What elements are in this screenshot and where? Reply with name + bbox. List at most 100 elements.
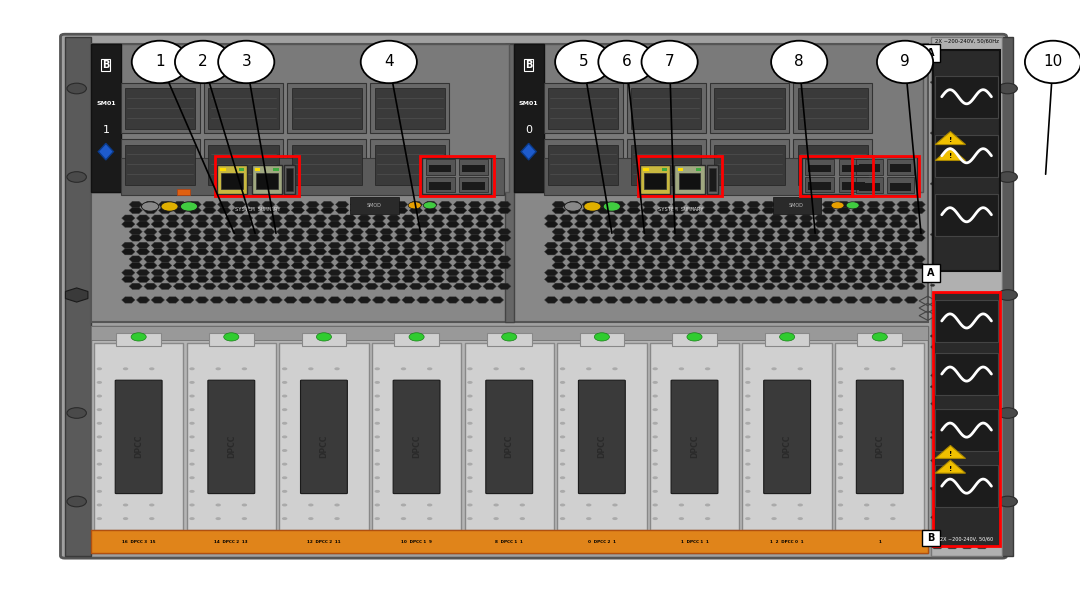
- Circle shape: [612, 435, 618, 438]
- Bar: [839, 159, 868, 175]
- Circle shape: [216, 490, 221, 493]
- Text: DPCC: DPCC: [690, 435, 699, 458]
- Bar: [420, 156, 494, 196]
- Bar: [679, 173, 701, 189]
- Bar: [799, 156, 873, 196]
- Circle shape: [771, 368, 777, 371]
- Circle shape: [189, 422, 194, 425]
- Circle shape: [612, 368, 618, 371]
- Circle shape: [678, 422, 684, 425]
- Bar: [324, 532, 362, 541]
- Circle shape: [797, 408, 802, 411]
- Circle shape: [705, 408, 711, 411]
- Circle shape: [180, 202, 198, 211]
- Circle shape: [149, 368, 154, 371]
- Bar: [464, 343, 554, 530]
- Circle shape: [468, 463, 473, 466]
- Circle shape: [401, 381, 406, 384]
- Circle shape: [586, 395, 592, 398]
- Circle shape: [705, 476, 711, 479]
- Circle shape: [335, 517, 340, 520]
- Circle shape: [216, 368, 221, 371]
- Bar: [855, 177, 883, 193]
- Circle shape: [559, 381, 565, 384]
- Circle shape: [189, 449, 194, 452]
- Bar: [125, 145, 195, 185]
- Circle shape: [427, 395, 432, 398]
- Polygon shape: [935, 148, 966, 160]
- Circle shape: [771, 503, 777, 506]
- Circle shape: [216, 408, 221, 411]
- Circle shape: [427, 381, 432, 384]
- Circle shape: [559, 503, 565, 506]
- Circle shape: [149, 517, 154, 520]
- Circle shape: [335, 449, 340, 452]
- Circle shape: [705, 517, 711, 520]
- Circle shape: [123, 435, 129, 438]
- Circle shape: [652, 517, 658, 520]
- Circle shape: [864, 449, 869, 452]
- Bar: [544, 158, 919, 195]
- Circle shape: [216, 381, 221, 384]
- Circle shape: [97, 408, 103, 411]
- Circle shape: [559, 490, 565, 493]
- Circle shape: [282, 463, 287, 466]
- Circle shape: [890, 395, 895, 398]
- Bar: [287, 139, 366, 189]
- Bar: [190, 532, 228, 541]
- Circle shape: [123, 422, 129, 425]
- Bar: [487, 333, 531, 346]
- Circle shape: [586, 449, 592, 452]
- Circle shape: [308, 476, 313, 479]
- Bar: [809, 165, 832, 172]
- Circle shape: [161, 202, 178, 211]
- Circle shape: [745, 490, 751, 493]
- Bar: [65, 37, 91, 556]
- Circle shape: [864, 476, 869, 479]
- Circle shape: [890, 463, 895, 466]
- Text: DPCC: DPCC: [413, 435, 421, 458]
- Text: !: !: [948, 137, 953, 143]
- Circle shape: [427, 408, 432, 411]
- Circle shape: [216, 476, 221, 479]
- Circle shape: [745, 463, 751, 466]
- Circle shape: [678, 381, 684, 384]
- Circle shape: [678, 517, 684, 520]
- Circle shape: [586, 368, 592, 371]
- Circle shape: [149, 476, 154, 479]
- Bar: [138, 532, 177, 541]
- Circle shape: [771, 476, 777, 479]
- Circle shape: [797, 435, 802, 438]
- Circle shape: [375, 368, 380, 371]
- Bar: [637, 156, 723, 196]
- Circle shape: [468, 490, 473, 493]
- Circle shape: [242, 449, 247, 452]
- Bar: [710, 168, 716, 191]
- Circle shape: [604, 202, 621, 211]
- Circle shape: [771, 435, 777, 438]
- Circle shape: [409, 333, 424, 341]
- Circle shape: [308, 463, 313, 466]
- Circle shape: [308, 490, 313, 493]
- Circle shape: [998, 83, 1017, 94]
- Circle shape: [401, 517, 406, 520]
- Circle shape: [652, 422, 658, 425]
- Text: 6: 6: [621, 54, 632, 70]
- Text: 9: 9: [900, 54, 910, 70]
- Circle shape: [652, 449, 658, 452]
- Text: 8: 8: [795, 54, 804, 70]
- Circle shape: [771, 490, 777, 493]
- Circle shape: [705, 449, 711, 452]
- Circle shape: [375, 503, 380, 506]
- Text: SM01: SM01: [96, 101, 116, 106]
- Bar: [208, 333, 254, 346]
- Bar: [549, 88, 618, 129]
- Circle shape: [594, 333, 609, 341]
- Circle shape: [519, 381, 525, 384]
- Circle shape: [494, 490, 499, 493]
- Circle shape: [705, 503, 711, 506]
- Circle shape: [586, 503, 592, 506]
- Bar: [204, 83, 283, 133]
- Bar: [301, 333, 347, 346]
- Circle shape: [586, 408, 592, 411]
